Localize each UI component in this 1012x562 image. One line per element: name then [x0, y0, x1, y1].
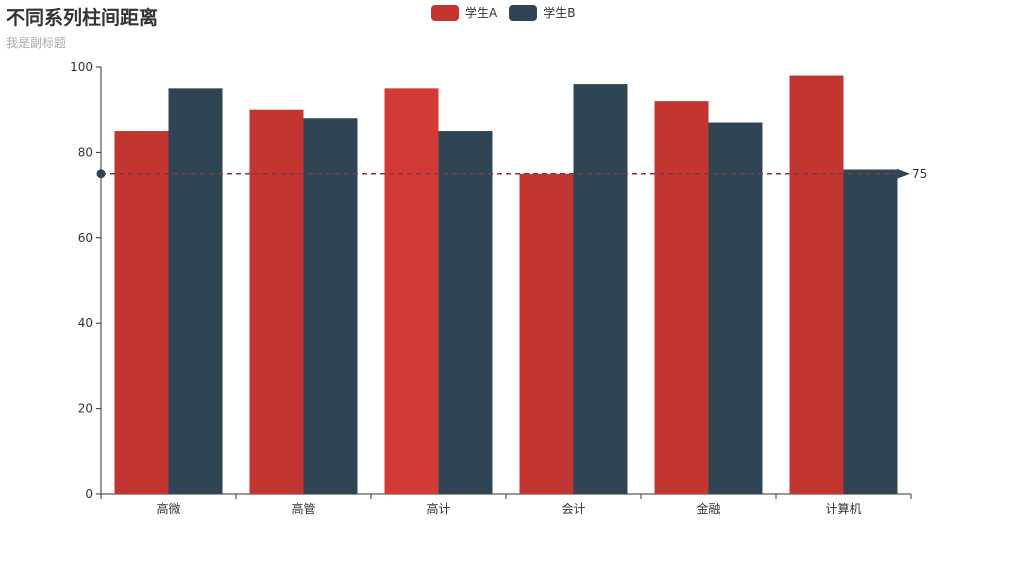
mark-line-end-arrow [897, 168, 910, 179]
x-tick-label-4: 金融 [696, 501, 720, 516]
bar-学生A-金融 [654, 101, 709, 494]
x-tick-label-1: 高管 [291, 501, 315, 516]
y-tick-label-60: 60 [78, 231, 93, 245]
chart-subtitle: 我是副标题 [6, 36, 67, 50]
y-tick-label-0: 0 [85, 487, 93, 501]
mark-line-label: 75 [912, 167, 927, 181]
bar-学生B-高微 [168, 88, 223, 494]
legend-item-student-b[interactable]: 学生B [509, 4, 575, 21]
bar-学生A-高管 [249, 109, 304, 494]
x-tick-label-5: 计算机 [825, 501, 861, 516]
legend-swatch-student-a [431, 4, 459, 21]
x-tick-label-0: 高微 [156, 501, 180, 516]
bar-学生A-会计 [519, 173, 574, 494]
mark-line-start-dot [96, 169, 106, 179]
legend-label-student-a: 学生A [465, 6, 498, 20]
bar-学生B-计算机 [843, 169, 898, 495]
legend-item-student-a[interactable]: 学生A [431, 4, 497, 21]
bar-学生B-金融 [708, 122, 763, 494]
bar-学生A-高微 [114, 131, 169, 495]
y-tick-label-40: 40 [78, 316, 93, 330]
x-tick-label-3: 会计 [561, 502, 585, 516]
bar-学生B-高计 [438, 131, 493, 495]
y-tick-label-80: 80 [78, 145, 93, 159]
x-tick-label-2: 高计 [426, 501, 450, 516]
legend: 学生A 学生B [431, 4, 587, 21]
legend-label-student-b: 学生B [543, 6, 576, 20]
bar-学生A-高计 [384, 88, 439, 494]
bar-学生B-会计 [573, 84, 628, 494]
bar-学生A-计算机 [789, 75, 844, 494]
bar-学生B-高管 [303, 118, 358, 495]
chart-title: 不同系列柱间距离 [6, 7, 159, 29]
y-tick-label-20: 20 [78, 402, 93, 416]
legend-swatch-student-b [509, 4, 538, 21]
y-tick-label-100: 100 [70, 60, 93, 74]
